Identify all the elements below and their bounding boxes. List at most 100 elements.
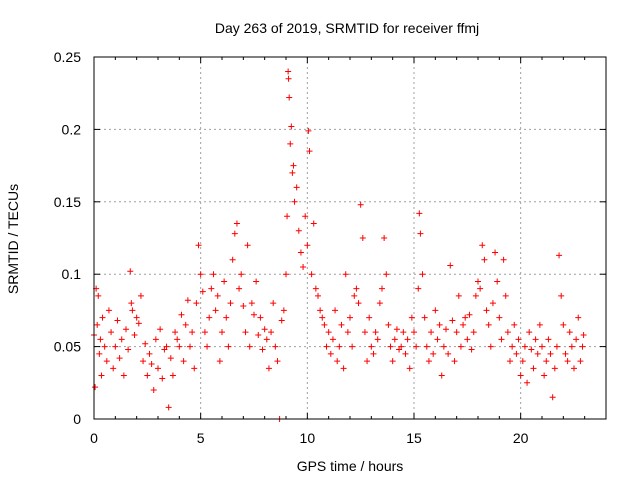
data-point — [393, 326, 400, 333]
x-tick-label: 10 — [300, 430, 316, 446]
data-point — [472, 292, 479, 299]
data-point — [383, 271, 390, 278]
data-point — [140, 358, 147, 365]
data-point — [197, 271, 204, 278]
data-point — [511, 321, 518, 328]
data-point — [445, 350, 452, 357]
data-point — [515, 336, 522, 343]
data-point — [434, 336, 441, 343]
data-point — [547, 350, 554, 357]
data-point — [242, 329, 249, 336]
x-axis-label: GPS time / hours — [297, 458, 404, 474]
data-point — [447, 262, 454, 269]
data-point — [265, 365, 272, 372]
data-point — [225, 343, 232, 350]
data-point — [131, 332, 138, 339]
data-point — [270, 300, 277, 307]
data-point — [108, 329, 115, 336]
data-point — [291, 198, 298, 205]
data-point — [502, 292, 509, 299]
data-point — [105, 307, 112, 314]
data-point — [432, 307, 439, 314]
y-tick-label: 0.25 — [54, 49, 81, 65]
data-point — [116, 355, 123, 362]
data-point — [449, 317, 456, 324]
data-point — [457, 343, 464, 350]
data-point — [421, 314, 428, 321]
data-point — [206, 314, 213, 321]
data-point — [285, 75, 292, 82]
data-point — [97, 336, 104, 343]
data-point — [453, 329, 460, 336]
data-point — [573, 336, 580, 343]
data-point — [305, 127, 312, 134]
data-point — [253, 278, 260, 285]
data-point — [415, 285, 422, 292]
data-point — [244, 242, 251, 249]
data-point — [223, 314, 230, 321]
data-point — [528, 346, 535, 353]
data-point — [524, 379, 531, 386]
data-point — [562, 350, 569, 357]
data-point — [297, 249, 304, 256]
data-point — [438, 372, 445, 379]
data-point — [118, 336, 125, 343]
data-point — [387, 343, 394, 350]
data-point — [278, 317, 285, 324]
data-point — [534, 350, 541, 357]
data-point — [137, 292, 144, 299]
data-point — [172, 329, 179, 336]
data-point — [342, 271, 349, 278]
data-point — [564, 358, 571, 365]
data-point — [336, 343, 343, 350]
data-point — [376, 300, 383, 307]
data-point — [496, 314, 503, 321]
x-tick-label: 5 — [197, 430, 205, 446]
data-point — [216, 358, 223, 365]
data-point — [123, 326, 129, 333]
data-point — [110, 365, 117, 372]
data-point — [556, 252, 563, 259]
data-point — [513, 350, 520, 357]
data-point — [411, 329, 417, 336]
data-point — [248, 300, 255, 307]
data-point — [507, 358, 513, 365]
data-point — [159, 375, 166, 382]
data-point — [385, 321, 392, 328]
data-point — [219, 329, 225, 336]
data-point — [125, 346, 132, 353]
data-point — [353, 285, 360, 292]
data-point — [240, 303, 247, 310]
data-point — [101, 343, 108, 350]
y-tick-label: 0.2 — [62, 121, 82, 137]
data-point — [325, 329, 332, 336]
data-point — [494, 278, 501, 285]
data-point — [327, 350, 334, 357]
data-point — [374, 336, 381, 343]
data-point — [92, 384, 99, 391]
x-tick-label: 15 — [406, 430, 422, 446]
data-point — [103, 358, 110, 365]
data-point — [257, 314, 264, 321]
data-point — [152, 336, 159, 343]
data-point — [477, 285, 484, 292]
data-point — [332, 307, 339, 314]
data-point — [364, 358, 371, 365]
data-point — [485, 321, 492, 328]
data-point — [398, 343, 405, 350]
data-point — [338, 321, 345, 328]
data-point — [381, 235, 388, 241]
data-point — [372, 329, 379, 336]
data-points — [91, 68, 587, 422]
data-point — [285, 68, 292, 75]
data-point — [180, 358, 187, 365]
data-point — [553, 343, 560, 350]
data-point — [286, 94, 293, 101]
data-point — [287, 140, 294, 147]
data-point — [178, 311, 185, 318]
data-point — [483, 307, 490, 314]
data-point — [549, 394, 556, 401]
data-point — [315, 292, 321, 299]
y-tick-label: 0 — [73, 411, 81, 427]
data-point — [498, 336, 505, 343]
